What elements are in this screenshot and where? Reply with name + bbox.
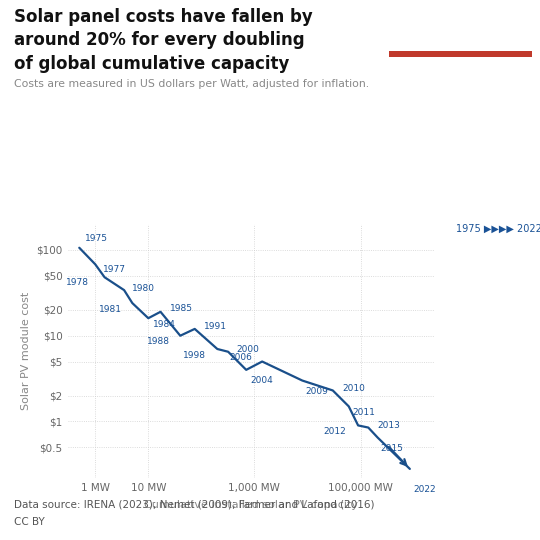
Text: 1981: 1981 [99,305,123,314]
Text: Data source: IRENA (2023); Nemet (2009); Farmer and Lafond (2016): Data source: IRENA (2023); Nemet (2009);… [14,500,374,510]
Text: 2000: 2000 [236,346,259,354]
Text: Our World: Our World [430,16,490,26]
Text: 1988: 1988 [147,338,170,346]
Bar [389,51,532,57]
Text: of global cumulative capacity: of global cumulative capacity [14,55,289,72]
Text: Costs are measured in US dollars per Watt, adjusted for inflation.: Costs are measured in US dollars per Wat… [14,79,369,90]
Text: 2010: 2010 [342,384,365,393]
Text: 2006: 2006 [230,354,252,362]
Text: 1991: 1991 [204,321,227,330]
Text: 2009: 2009 [306,387,328,396]
Text: 1977: 1977 [103,265,126,274]
Text: CC BY: CC BY [14,517,44,528]
Text: 1984: 1984 [152,320,176,329]
Text: 2013: 2013 [377,421,401,430]
Text: 2012: 2012 [323,427,346,436]
Text: 2022: 2022 [413,485,436,494]
Text: 1978: 1978 [66,278,89,287]
Text: 1980: 1980 [132,284,155,293]
Text: around 20% for every doubling: around 20% for every doubling [14,31,304,49]
Text: in Data: in Data [439,35,482,45]
Text: 1975: 1975 [85,233,109,242]
Text: 1985: 1985 [170,305,193,313]
Text: Solar panel costs have fallen by: Solar panel costs have fallen by [14,8,312,26]
Text: 2011: 2011 [352,408,375,417]
Y-axis label: Solar PV module cost: Solar PV module cost [21,292,31,410]
Text: 2015: 2015 [381,444,404,453]
Text: 2004: 2004 [251,376,273,385]
X-axis label: Cumulative installed solar PV capacity: Cumulative installed solar PV capacity [144,500,358,510]
Text: 1998: 1998 [183,350,206,360]
Text: 1975 ▶▶▶▶ 2022: 1975 ▶▶▶▶ 2022 [456,224,540,234]
